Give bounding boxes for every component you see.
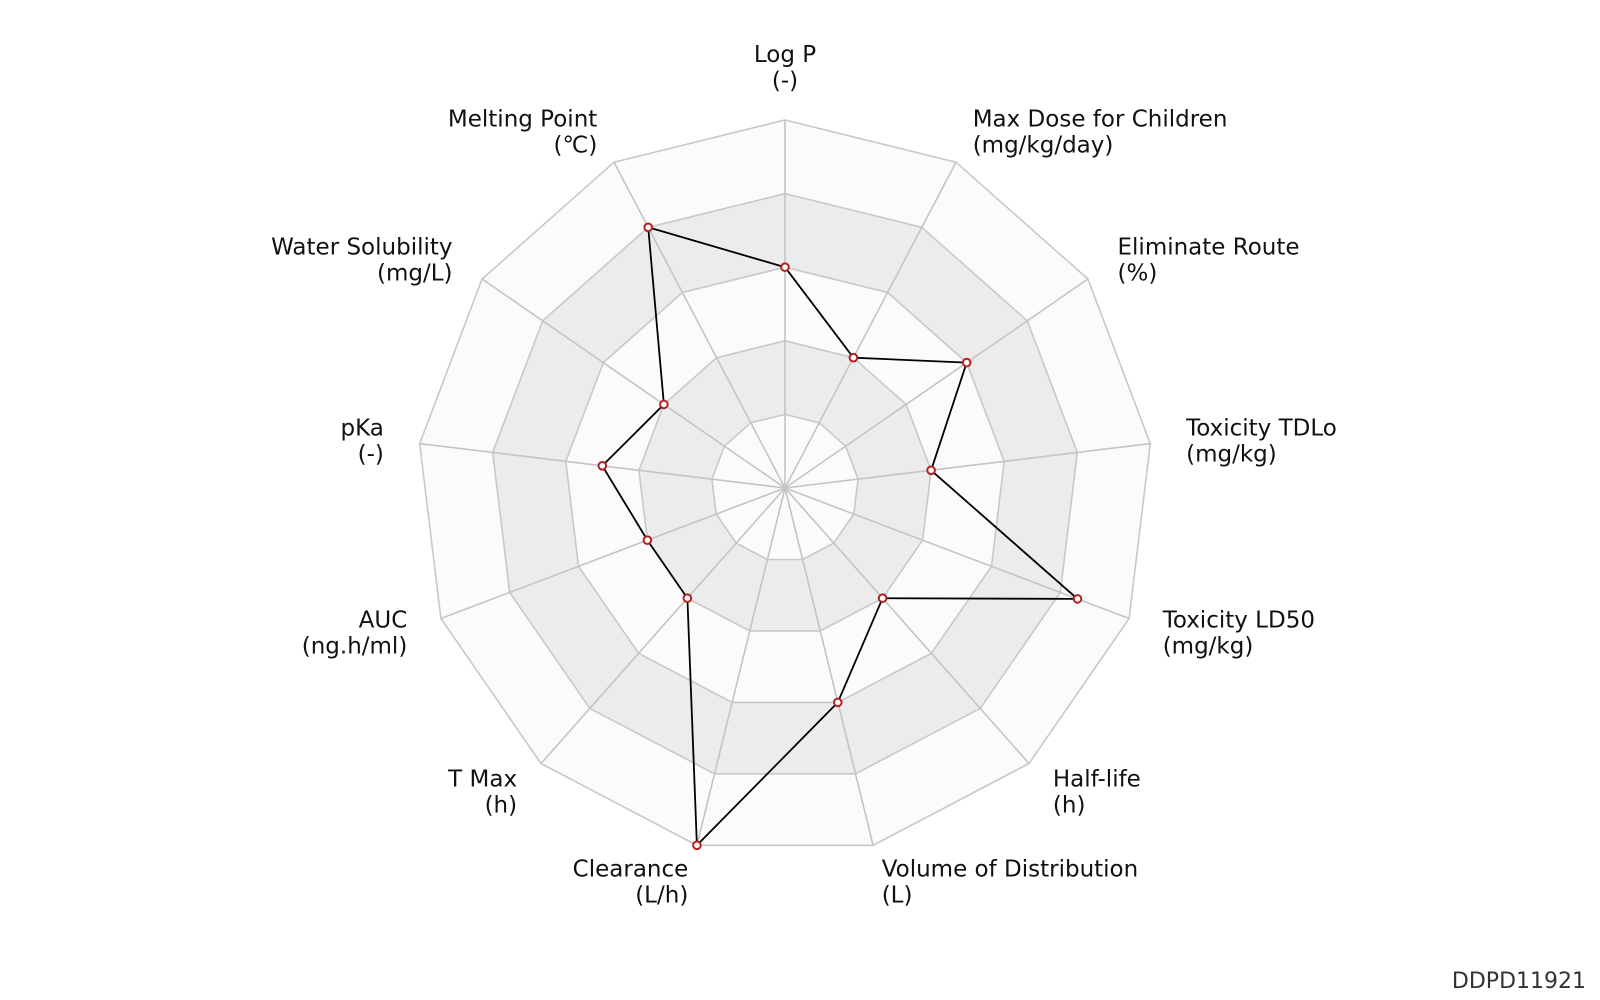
axis-label-name: Clearance xyxy=(573,856,689,882)
axis-label-name: Toxicity TDLo xyxy=(1185,415,1337,441)
axis-label: pKa(-) xyxy=(341,415,384,467)
ring-line xyxy=(711,413,859,561)
data-point xyxy=(659,399,669,410)
axis-label-unit: (mg/kg/day) xyxy=(973,132,1114,158)
data-point xyxy=(780,262,790,273)
axis-label-unit: (mg/kg) xyxy=(1163,633,1254,659)
axis-label: Volume of Distribution(L) xyxy=(882,856,1139,908)
ring-line xyxy=(564,266,1006,704)
axis-spoke xyxy=(613,161,786,489)
axis-spoke xyxy=(784,487,874,846)
axis-label-name: Water Solubility xyxy=(271,235,452,261)
axis-label: Max Dose for Children(mg/kg/day) xyxy=(973,106,1228,158)
axis-spoke xyxy=(540,487,786,765)
axis-label-unit: (ng.h/ml) xyxy=(302,633,408,659)
axis-label: Log P(-) xyxy=(754,42,816,94)
data-point xyxy=(597,461,608,471)
chart-id: DDPD11921 xyxy=(1451,969,1586,994)
axis-spoke xyxy=(440,487,786,620)
ring-line xyxy=(638,339,932,632)
axis-labels: Log P(-)Max Dose for Children(mg/kg/day)… xyxy=(271,42,1337,908)
axis-label-unit: (-) xyxy=(358,441,384,467)
axis-label-name: AUC xyxy=(359,607,408,633)
axis-spoke xyxy=(784,278,1089,489)
ring-line xyxy=(418,119,1152,847)
axis-label-name: pKa xyxy=(341,415,384,441)
axis-label-unit: (℃) xyxy=(554,132,598,158)
axis-label-unit: (L/h) xyxy=(635,882,688,908)
axis-spoke xyxy=(784,442,1151,489)
axis-label: AUC(ng.h/ml) xyxy=(302,607,408,659)
axis-label: T Max(h) xyxy=(447,766,517,818)
axis-label: Melting Point(℃) xyxy=(448,106,597,158)
axis-spoke xyxy=(784,487,1030,765)
axis-label-name: Toxicity LD50 xyxy=(1162,607,1315,633)
axis-label: Water Solubility(mg/L) xyxy=(271,235,452,287)
axis-label-name: Melting Point xyxy=(448,106,597,132)
data-point xyxy=(833,697,843,708)
axis-label-unit: (%) xyxy=(1118,261,1158,287)
axis-label-name: T Max xyxy=(447,766,517,792)
data-point xyxy=(926,465,936,476)
axis-spoke xyxy=(784,161,957,489)
data-point xyxy=(692,840,702,851)
axis-label-name: Max Dose for Children xyxy=(973,106,1228,132)
axis-label: Toxicity TDLo(mg/kg) xyxy=(1185,415,1337,467)
axis-label-name: Volume of Distribution xyxy=(882,856,1139,882)
radar-spokes xyxy=(419,120,1151,846)
axis-spoke xyxy=(784,487,1130,620)
axis-label-name: Eliminate Route xyxy=(1118,235,1300,261)
radar-series xyxy=(597,222,1083,851)
axis-label-unit: (mg/kg) xyxy=(1186,441,1277,467)
data-point xyxy=(877,593,888,604)
axis-label-unit: (-) xyxy=(772,68,798,94)
data-point xyxy=(961,357,972,368)
axis-spoke xyxy=(481,278,786,489)
axis-label-name: Log P xyxy=(754,42,816,68)
data-point xyxy=(1072,594,1083,604)
axis-label: Eliminate Route(%) xyxy=(1118,235,1300,287)
axis-label: Half-life(h) xyxy=(1053,766,1141,818)
axis-spoke xyxy=(696,487,786,846)
axis-label: Clearance(L/h) xyxy=(573,856,689,908)
axis-label-unit: (h) xyxy=(485,792,518,818)
axis-label-unit: (L) xyxy=(882,882,913,908)
data-point xyxy=(682,593,693,604)
axis-label-unit: (mg/L) xyxy=(377,261,453,287)
ring-line xyxy=(491,192,1079,775)
axis-label-unit: (h) xyxy=(1053,792,1086,818)
data-point xyxy=(642,535,653,546)
series-line xyxy=(601,226,1079,847)
axis-label: Toxicity LD50(mg/kg) xyxy=(1162,607,1315,659)
data-point xyxy=(848,352,859,363)
axis-label-name: Half-life xyxy=(1053,766,1141,792)
data-point xyxy=(643,222,654,233)
